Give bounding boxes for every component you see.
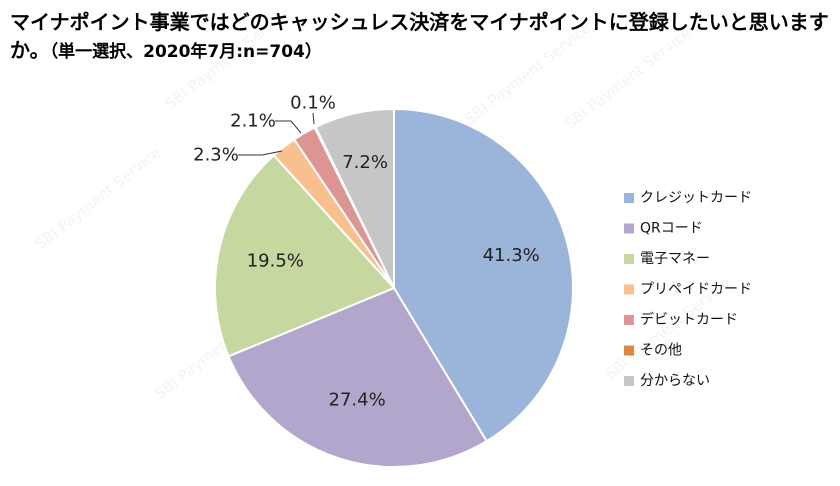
leader-line-5 — [312, 112, 315, 125]
legend-label-4: デビットカード — [640, 311, 738, 328]
legend-label-0: クレジットカード — [640, 190, 752, 206]
legend-label-6: 分からない — [640, 373, 710, 389]
chart-title: マイナポイント事業ではどのキャッシュレス決済をマイナポイントに登録したいと思いま… — [10, 8, 830, 66]
legend-swatch-0 — [624, 193, 634, 203]
data-label-0: 41.3% — [483, 245, 540, 266]
data-label-2: 19.5% — [247, 251, 304, 272]
legend: クレジットカード QRコード電子マネープリペイドカードデビットカードその他分からな… — [624, 190, 752, 389]
legend-label-1: QRコード — [640, 221, 703, 237]
data-label-1: 27.4% — [329, 390, 386, 411]
data-label-6: 7.2% — [342, 152, 388, 173]
pie-slices — [214, 107, 574, 468]
legend-label-3: プリペイドカード — [640, 282, 752, 298]
leader-line-3 — [238, 150, 283, 156]
watermark-text: SBI Payment Service — [161, 4, 294, 114]
legend-swatch-4 — [624, 315, 634, 325]
pie-slice-2 — [214, 153, 396, 358]
legend-swatch-1 — [624, 223, 634, 234]
legend-swatch-6 — [624, 376, 634, 386]
chart-title-sub: （単一選択、2020年7月:n=704） — [49, 42, 322, 62]
data-label-5: 0.1% — [290, 93, 336, 114]
legend-label-5: その他 — [640, 343, 682, 359]
legend-label-2: 電子マネー — [640, 251, 710, 267]
chart-title-main: マイナポイント事業ではどのキャッシュレス決済をマイナポイントに登録したいと思いま… — [10, 10, 829, 62]
legend-swatch-2 — [624, 254, 634, 264]
leader-line-4 — [275, 120, 302, 134]
leader-lines — [238, 112, 315, 156]
data-label-4: 2.1% — [230, 111, 276, 132]
data-label-3: 2.3% — [193, 145, 239, 166]
data-labels: 41.3% 27.4% 19.5% 2.3% 2.1% 0.1% 7.2% — [193, 93, 540, 411]
watermark-text: SBI Payment Service — [31, 144, 164, 254]
legend-swatch-3 — [624, 284, 634, 295]
legend-swatch-5 — [624, 345, 634, 356]
pie-slice-6 — [314, 107, 395, 289]
pie-slice-0 — [393, 107, 574, 443]
pie-slice-1 — [227, 286, 489, 468]
